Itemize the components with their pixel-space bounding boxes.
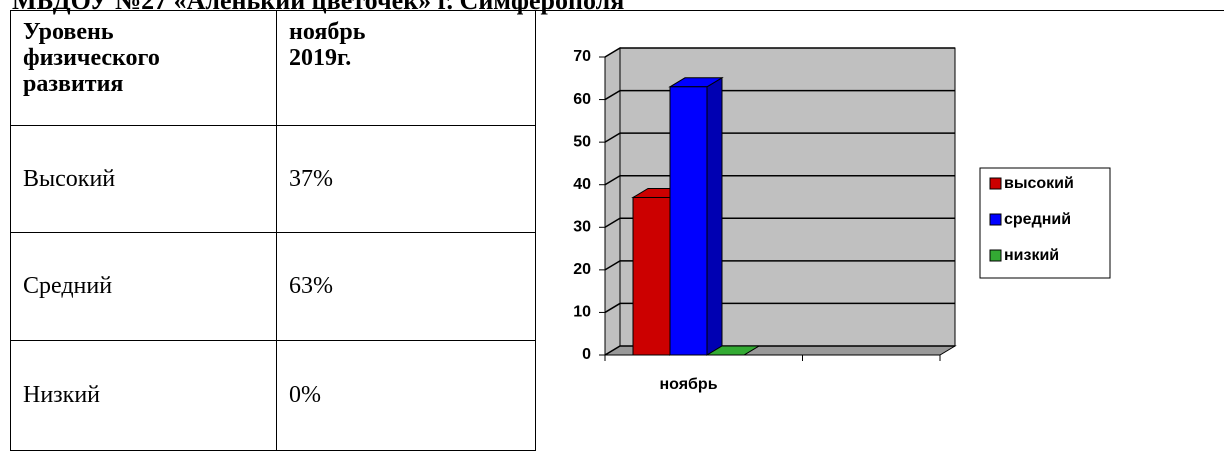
legend-swatch (990, 250, 1001, 261)
legend-label: высокий (1004, 175, 1074, 192)
cell: 63% (277, 233, 536, 341)
y-tick-label: 40 (573, 176, 591, 193)
y-tick-label: 0 (582, 346, 591, 363)
bar (670, 87, 707, 355)
y-tick-label: 70 (573, 48, 591, 65)
y-tick-label: 10 (573, 304, 591, 321)
legend-swatch (990, 214, 1001, 225)
y-tick-label: 30 (573, 219, 591, 236)
page: МБДОУ №27 «Аленький цветочек» г. Симферо… (0, 0, 1224, 432)
chart: 0 10 20 30 40 50 60 70 ноябрь высокий средний низки… (535, 10, 1224, 432)
legend-label: средний (1004, 211, 1071, 228)
header-text: Уровень физического развития (23, 19, 193, 97)
y-tick-label: 60 (573, 91, 591, 108)
cell: Низкий (11, 341, 277, 451)
x-tick-label: ноябрь (659, 376, 717, 393)
legend-swatch (990, 178, 1001, 189)
header-cell: Уровень физического развития (11, 11, 277, 126)
y-tick-label: 20 (573, 261, 591, 278)
cell: 37% (277, 126, 536, 233)
y-tick-label: 50 (573, 133, 591, 150)
header-cell: ноябрь 2019г. (277, 11, 536, 126)
cell: Средний (11, 233, 277, 341)
header-text: ноябрь 2019г. (289, 19, 399, 71)
side-wall (605, 48, 620, 355)
cell: Высокий (11, 126, 277, 233)
cell: 0% (277, 341, 536, 451)
bar (633, 197, 670, 355)
legend-label: низкий (1004, 247, 1059, 264)
bar-side (707, 78, 722, 355)
